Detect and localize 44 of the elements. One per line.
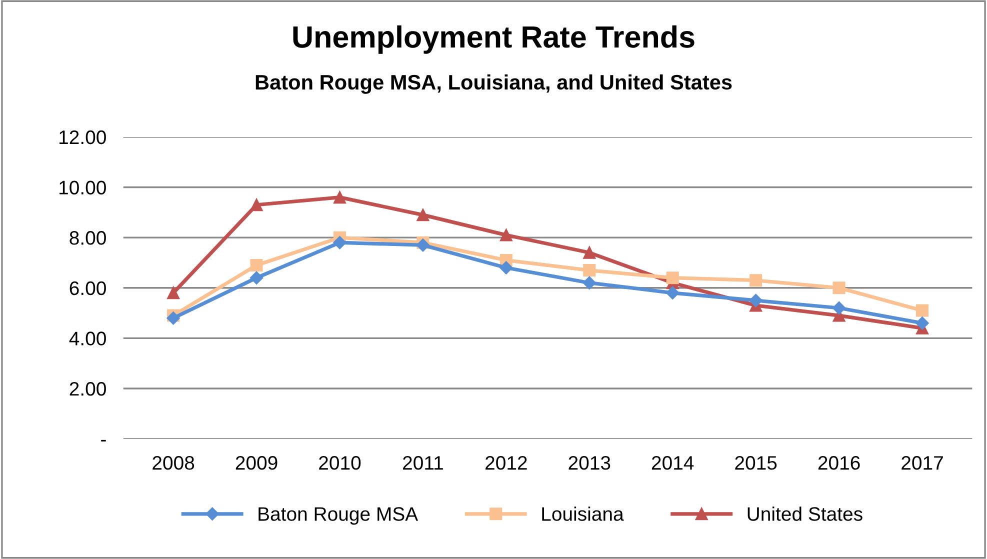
point <box>167 286 180 300</box>
x-tick-label: 2009 <box>236 456 278 470</box>
point <box>666 286 680 300</box>
point <box>416 208 430 222</box>
point <box>333 191 346 204</box>
x-tick-label: 2015 <box>735 456 777 470</box>
x-tick-label: 2010 <box>319 456 361 470</box>
point <box>750 274 762 287</box>
point <box>666 272 679 284</box>
y-tick-label: 6.00 <box>70 281 106 296</box>
y-tick-label: - <box>101 440 106 442</box>
point <box>832 301 846 315</box>
point <box>250 258 263 272</box>
y-tick-label: 2.00 <box>70 382 106 396</box>
legend-label: Louisiana <box>542 506 624 521</box>
point <box>500 261 513 274</box>
y-tick-label: 12.00 <box>60 130 106 144</box>
point <box>582 276 596 290</box>
x-tick-label: 2011 <box>403 456 443 470</box>
point <box>166 311 180 325</box>
x-tick-label: 2017 <box>902 456 943 470</box>
point <box>832 282 846 294</box>
x-tick-label: 2008 <box>152 456 194 470</box>
x-tick-label: 2016 <box>818 456 860 470</box>
point <box>250 271 264 284</box>
point <box>749 294 762 308</box>
point <box>583 264 596 277</box>
point <box>583 246 596 259</box>
x-tick-label: 2012 <box>486 456 527 470</box>
point <box>916 304 929 317</box>
point <box>250 198 263 212</box>
x-tick-label: 2013 <box>568 456 610 470</box>
y-tick-label: 4.00 <box>69 332 106 346</box>
chart-subtitle: Baton Rouge MSA, Louisiana, and United States <box>256 74 732 94</box>
point <box>500 228 512 242</box>
chart-title: Unemployment Rate Trends <box>293 25 694 54</box>
legend-label: Baton Rouge MSA <box>258 507 418 525</box>
y-tick-label: 10.00 <box>60 180 106 194</box>
point <box>916 316 929 330</box>
point <box>333 236 346 250</box>
point <box>416 238 430 252</box>
y-tick-label: 8.00 <box>70 231 106 245</box>
legend-label: United States <box>748 506 862 521</box>
x-tick-label: 2014 <box>652 456 694 470</box>
